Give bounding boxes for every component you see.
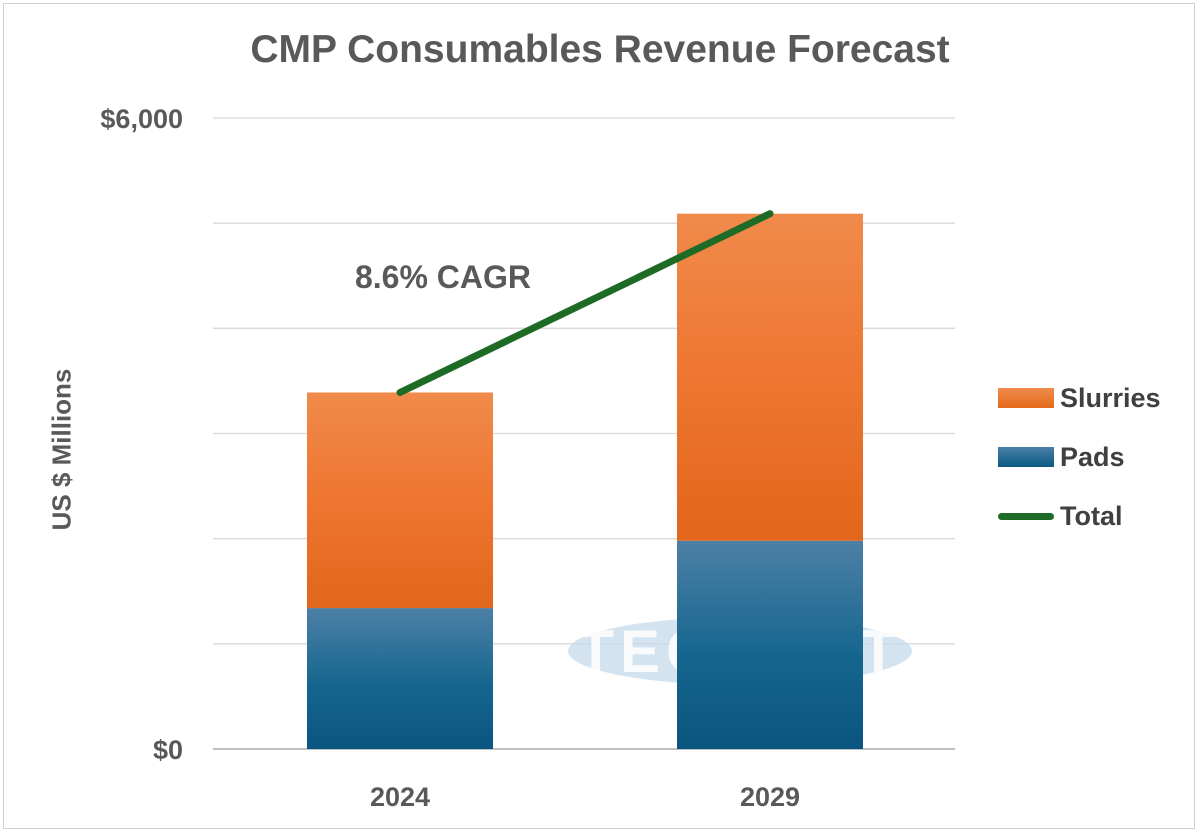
total-line (396, 210, 774, 396)
legend-item-slurries: Slurries (998, 378, 1161, 418)
legend-label-pads: Pads (1060, 441, 1125, 472)
legend-swatch-pads (998, 447, 1054, 467)
bar-series (307, 213, 863, 749)
legend: Slurries Pads Total (998, 378, 1161, 555)
total-line-series (396, 210, 774, 396)
bar-slurries-2024 (307, 392, 493, 609)
axis-labels: $6,000 $0 2024 2029 8.6% CAGR (100, 104, 800, 812)
y-tick-label: $6,000 (100, 104, 183, 134)
x-tick-label: 2024 (370, 782, 430, 812)
y-tick-label: $0 (153, 735, 183, 765)
legend-label-total: Total (1060, 500, 1123, 531)
legend-swatch-slurries (998, 388, 1054, 408)
bar-pads-2024 (307, 608, 493, 749)
legend-swatch-total (998, 512, 1054, 520)
legend-label-slurries: Slurries (1060, 382, 1161, 413)
x-tick-label: 2029 (740, 782, 800, 812)
chart-frame (3, 3, 1195, 829)
bar-pads-2029 (677, 540, 863, 749)
legend-item-total: Total (998, 496, 1161, 536)
cagr-annotation: 8.6% CAGR (355, 259, 531, 295)
bar-slurries-2029 (677, 213, 863, 541)
legend-item-pads: Pads (998, 437, 1161, 477)
chart-title: CMP Consumables Revenue Forecast (250, 28, 950, 71)
